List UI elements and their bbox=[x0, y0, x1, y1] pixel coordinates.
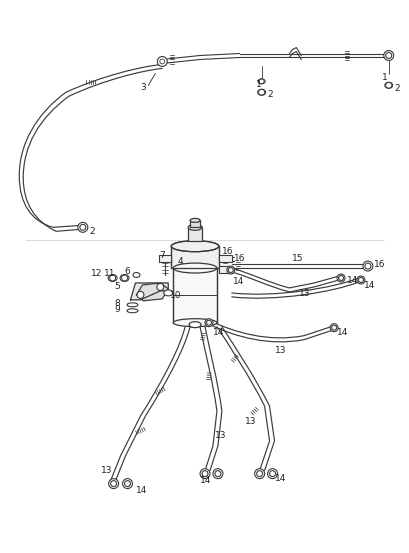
Text: 16: 16 bbox=[373, 259, 384, 269]
Ellipse shape bbox=[108, 274, 117, 281]
Bar bbox=[218, 255, 231, 262]
Text: 7: 7 bbox=[159, 251, 165, 260]
Text: 14: 14 bbox=[232, 278, 244, 286]
Circle shape bbox=[200, 469, 209, 478]
Text: 11: 11 bbox=[104, 269, 115, 278]
Ellipse shape bbox=[120, 274, 129, 281]
Text: 13: 13 bbox=[244, 416, 256, 425]
Polygon shape bbox=[136, 283, 168, 301]
Bar bbox=[173, 268, 216, 323]
Text: 16: 16 bbox=[233, 254, 245, 263]
Text: 5: 5 bbox=[114, 283, 119, 291]
Bar bbox=[159, 255, 171, 262]
Ellipse shape bbox=[188, 225, 202, 230]
Circle shape bbox=[356, 276, 364, 284]
Text: 2: 2 bbox=[90, 227, 95, 236]
Circle shape bbox=[204, 319, 212, 327]
Text: 2: 2 bbox=[394, 84, 399, 93]
Circle shape bbox=[157, 56, 167, 66]
Bar bbox=[190, 221, 200, 227]
Bar bbox=[173, 268, 216, 323]
Text: 16: 16 bbox=[221, 247, 233, 255]
Bar bbox=[171, 246, 218, 268]
Ellipse shape bbox=[189, 322, 200, 327]
Ellipse shape bbox=[163, 290, 172, 296]
Text: 13: 13 bbox=[274, 346, 285, 355]
Text: 14: 14 bbox=[336, 328, 348, 337]
Ellipse shape bbox=[190, 218, 200, 222]
Circle shape bbox=[137, 291, 144, 299]
Circle shape bbox=[254, 469, 264, 478]
Text: 1: 1 bbox=[255, 80, 261, 89]
Text: 3: 3 bbox=[140, 83, 146, 92]
Text: 2: 2 bbox=[267, 90, 272, 99]
Circle shape bbox=[383, 50, 393, 60]
Text: 14: 14 bbox=[212, 328, 224, 337]
Text: 4: 4 bbox=[177, 257, 182, 265]
Ellipse shape bbox=[384, 82, 392, 88]
Text: 13: 13 bbox=[101, 466, 112, 475]
Ellipse shape bbox=[171, 241, 218, 252]
Ellipse shape bbox=[258, 79, 265, 84]
Circle shape bbox=[122, 478, 132, 488]
Text: 13: 13 bbox=[299, 289, 310, 299]
Text: 1: 1 bbox=[381, 73, 387, 82]
Text: 14: 14 bbox=[363, 281, 374, 290]
Circle shape bbox=[226, 266, 234, 274]
Circle shape bbox=[362, 261, 372, 271]
Text: 15: 15 bbox=[291, 254, 302, 263]
Ellipse shape bbox=[173, 319, 216, 327]
Circle shape bbox=[108, 478, 118, 488]
Bar bbox=[218, 266, 231, 273]
Circle shape bbox=[329, 324, 337, 332]
Bar bbox=[188, 227, 202, 241]
Bar bbox=[171, 246, 218, 268]
Ellipse shape bbox=[257, 89, 265, 95]
Polygon shape bbox=[130, 283, 168, 300]
Ellipse shape bbox=[133, 273, 139, 278]
Circle shape bbox=[157, 284, 163, 290]
Ellipse shape bbox=[127, 309, 137, 313]
Circle shape bbox=[78, 222, 88, 232]
Ellipse shape bbox=[173, 263, 216, 273]
Text: 14: 14 bbox=[346, 276, 357, 285]
Circle shape bbox=[267, 469, 277, 478]
Text: 12: 12 bbox=[91, 269, 102, 278]
Text: 8: 8 bbox=[115, 299, 120, 309]
Text: 10: 10 bbox=[170, 291, 181, 300]
Text: 14: 14 bbox=[274, 474, 285, 483]
Circle shape bbox=[336, 274, 344, 282]
Ellipse shape bbox=[127, 303, 137, 307]
Text: 6: 6 bbox=[124, 267, 130, 275]
Text: 14: 14 bbox=[135, 486, 146, 495]
Text: 14: 14 bbox=[200, 476, 211, 485]
Circle shape bbox=[212, 469, 222, 478]
Text: 13: 13 bbox=[214, 431, 226, 440]
Text: 9: 9 bbox=[115, 305, 120, 314]
